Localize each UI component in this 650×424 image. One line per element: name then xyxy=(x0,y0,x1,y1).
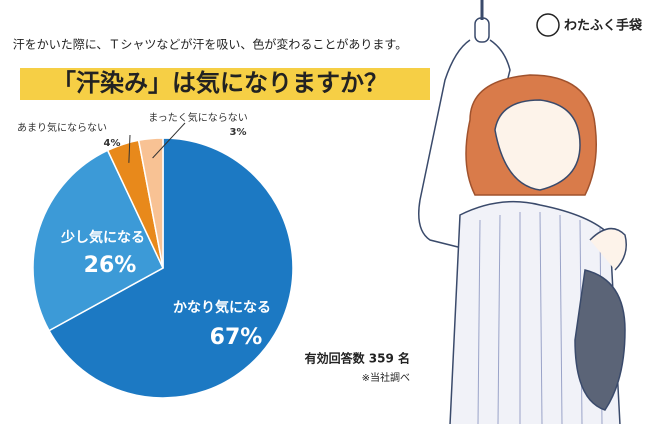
slice-value-label: 67% xyxy=(210,325,263,350)
title-band xyxy=(20,68,430,100)
slice-value-label: 4% xyxy=(104,138,121,149)
annotation: 有効回答数 359 名 xyxy=(305,351,410,366)
pie-slice xyxy=(137,137,164,269)
chart-title: 「汗染み」は気になりますか？ xyxy=(52,69,388,97)
slice-category-label: 少し気になる xyxy=(60,229,145,246)
illustration xyxy=(418,0,627,424)
pie-slice xyxy=(32,149,164,332)
slice-category-label: かなり気になる xyxy=(173,299,271,316)
leader-line xyxy=(152,122,186,159)
slice-category-label: あまり気にならない xyxy=(17,121,107,134)
annotation: ※当社調べ xyxy=(362,371,410,384)
slice-category-label: まったく気にならない xyxy=(148,111,248,124)
logo-text: わたふく手袋 xyxy=(564,18,643,34)
logo: わたふく手袋 xyxy=(536,13,643,37)
slice-value-label: 26% xyxy=(84,253,137,278)
slice-value-label: 3% xyxy=(230,127,247,138)
pie-slice xyxy=(48,137,294,399)
leader-line xyxy=(128,134,131,163)
chart-subtitle: 汗をかいた際に、Ｔシャツなどが汗を吸い、色が変わることがあります。 xyxy=(13,37,407,52)
